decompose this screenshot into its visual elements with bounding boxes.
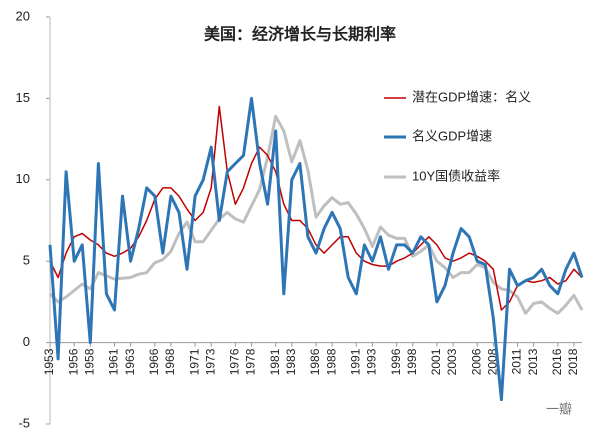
x-tick-label: 1963 [123, 348, 137, 375]
y-tick-label: 0 [23, 334, 30, 349]
legend-label: 名义GDP增速 [412, 128, 492, 143]
y-tick-label: 10 [16, 171, 30, 186]
x-tick-label: 1988 [324, 348, 338, 375]
x-tick-label: 1966 [147, 348, 161, 375]
x-tick-label: 2013 [526, 348, 540, 375]
x-tick-label: 1961 [107, 348, 121, 375]
x-tick-label: 2018 [566, 348, 580, 375]
series-line [48, 96, 584, 402]
x-tick-label: 2001 [429, 348, 443, 375]
x-tick-label: 2016 [550, 348, 564, 375]
y-tick-label: -5 [18, 415, 30, 430]
x-tick-label: 1976 [228, 348, 242, 375]
x-tick-label: 1973 [203, 348, 217, 375]
x-tick-label: 1981 [268, 348, 282, 375]
x-tick-label: 1983 [284, 348, 298, 375]
x-tick-label: 1996 [389, 348, 403, 375]
x-tick-label: 1993 [365, 348, 379, 375]
x-tick-label: 1968 [163, 348, 177, 375]
y-tick-label: 20 [16, 8, 30, 23]
x-tick-label: 1971 [187, 348, 201, 375]
x-tick-label: 1978 [244, 348, 258, 375]
x-tick-label: 1986 [308, 348, 322, 375]
x-tick-label: 1953 [42, 348, 56, 375]
legend-label: 潜在GDP增速：名义 [412, 89, 531, 104]
y-tick-label: 5 [23, 253, 30, 268]
x-tick-label: 2006 [469, 348, 483, 375]
x-tick-label: 1956 [66, 348, 80, 375]
x-tick-label: 1998 [405, 348, 419, 375]
x-tick-label: 1991 [348, 348, 362, 375]
series-line [49, 105, 583, 311]
x-tick-label: 1958 [82, 348, 96, 375]
y-tick-label: 15 [16, 90, 30, 105]
x-tick-label: 2003 [445, 348, 459, 375]
chart-title: 美国：经济增长与长期利率 [204, 25, 396, 44]
x-tick-label: 2011 [510, 348, 524, 374]
legend-label: 10Y国债收益率 [412, 168, 500, 183]
watermark: 一瓣 [546, 401, 572, 416]
series-line [48, 114, 584, 315]
